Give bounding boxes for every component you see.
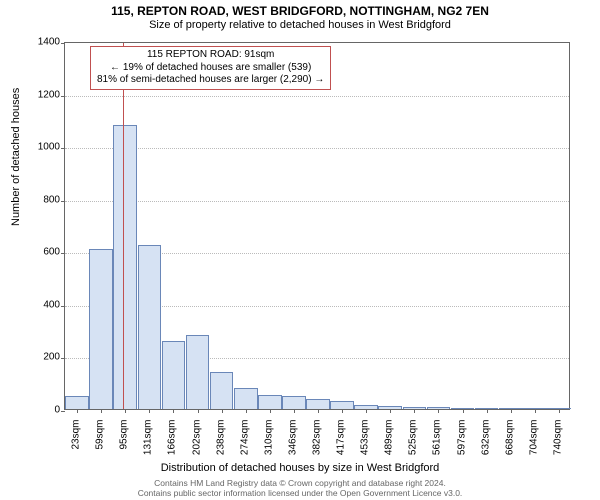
histogram-bar: [258, 395, 282, 409]
annotation-box: 115 REPTON ROAD: 91sqm← 19% of detached …: [90, 46, 331, 90]
xtick-label: 23sqm: [71, 420, 82, 468]
xtick-label: 632sqm: [480, 420, 491, 468]
ytick-mark: [61, 358, 65, 359]
ytick-mark: [61, 306, 65, 307]
xtick-mark: [246, 409, 247, 413]
xtick-mark: [463, 409, 464, 413]
ytick-mark: [61, 96, 65, 97]
xtick-label: 131sqm: [143, 420, 154, 468]
xtick-mark: [125, 409, 126, 413]
xtick-label: 166sqm: [167, 420, 178, 468]
xtick-label: 561sqm: [432, 420, 443, 468]
ytick-label: 400: [26, 299, 60, 310]
xtick-mark: [438, 409, 439, 413]
xtick-mark: [294, 409, 295, 413]
annot-l3: 81% of semi-detached houses are larger (…: [97, 74, 324, 87]
footer-attribution: Contains HM Land Registry data © Crown c…: [0, 478, 600, 498]
histogram-bar: [186, 335, 210, 409]
histogram-bar: [113, 125, 137, 409]
gridline: [65, 96, 569, 97]
xtick-mark: [535, 409, 536, 413]
xtick-mark: [318, 409, 319, 413]
xtick-label: 202sqm: [191, 420, 202, 468]
ytick-label: 1200: [26, 89, 60, 100]
xtick-label: 704sqm: [528, 420, 539, 468]
ytick-mark: [61, 148, 65, 149]
histogram-bar: [306, 399, 330, 410]
xtick-mark: [270, 409, 271, 413]
histogram-bar: [234, 388, 258, 409]
histogram-bar: [210, 372, 234, 409]
ytick-label: 600: [26, 247, 60, 258]
xtick-mark: [342, 409, 343, 413]
histogram-bar: [65, 396, 89, 409]
gridline: [65, 148, 569, 149]
footer-line2: Contains public sector information licen…: [0, 488, 600, 498]
annot-l2: ← 19% of detached houses are smaller (53…: [97, 62, 324, 75]
annot-l1: 115 REPTON ROAD: 91sqm: [97, 49, 324, 62]
xtick-label: 59sqm: [95, 420, 106, 468]
ytick-label: 200: [26, 352, 60, 363]
footer-line1: Contains HM Land Registry data © Crown c…: [0, 478, 600, 488]
histogram-bar: [330, 401, 354, 409]
histogram-bar: [162, 341, 186, 409]
ytick-mark: [61, 253, 65, 254]
xtick-mark: [77, 409, 78, 413]
xtick-label: 238sqm: [215, 420, 226, 468]
xtick-mark: [222, 409, 223, 413]
xtick-label: 597sqm: [456, 420, 467, 468]
xtick-label: 740sqm: [552, 420, 563, 468]
histogram-bar: [138, 245, 162, 409]
xtick-mark: [149, 409, 150, 413]
xtick-mark: [487, 409, 488, 413]
histogram-plot: [64, 42, 570, 410]
xtick-mark: [559, 409, 560, 413]
xtick-label: 668sqm: [504, 420, 515, 468]
chart-title-sub: Size of property relative to detached ho…: [0, 19, 600, 31]
ytick-label: 800: [26, 194, 60, 205]
histogram-bar: [282, 396, 306, 409]
xtick-label: 489sqm: [384, 420, 395, 468]
gridline: [65, 201, 569, 202]
histogram-bar: [89, 249, 113, 409]
xtick-label: 95sqm: [119, 420, 130, 468]
property-marker-line: [123, 43, 124, 409]
xtick-mark: [390, 409, 391, 413]
xtick-mark: [198, 409, 199, 413]
chart-title-main: 115, REPTON ROAD, WEST BRIDGFORD, NOTTIN…: [0, 0, 600, 18]
ytick-mark: [61, 411, 65, 412]
ytick-label: 1400: [26, 37, 60, 48]
ytick-label: 0: [26, 405, 60, 416]
xtick-label: 382sqm: [312, 420, 323, 468]
ytick-label: 1000: [26, 142, 60, 153]
y-axis-label: Number of detached houses: [10, 88, 22, 226]
xtick-mark: [366, 409, 367, 413]
xtick-label: 346sqm: [287, 420, 298, 468]
xtick-label: 417sqm: [336, 420, 347, 468]
xtick-label: 274sqm: [239, 420, 250, 468]
xtick-label: 453sqm: [360, 420, 371, 468]
xtick-mark: [511, 409, 512, 413]
xtick-label: 525sqm: [408, 420, 419, 468]
xtick-mark: [173, 409, 174, 413]
xtick-label: 310sqm: [263, 420, 274, 468]
ytick-mark: [61, 43, 65, 44]
xtick-mark: [101, 409, 102, 413]
ytick-mark: [61, 201, 65, 202]
xtick-mark: [414, 409, 415, 413]
